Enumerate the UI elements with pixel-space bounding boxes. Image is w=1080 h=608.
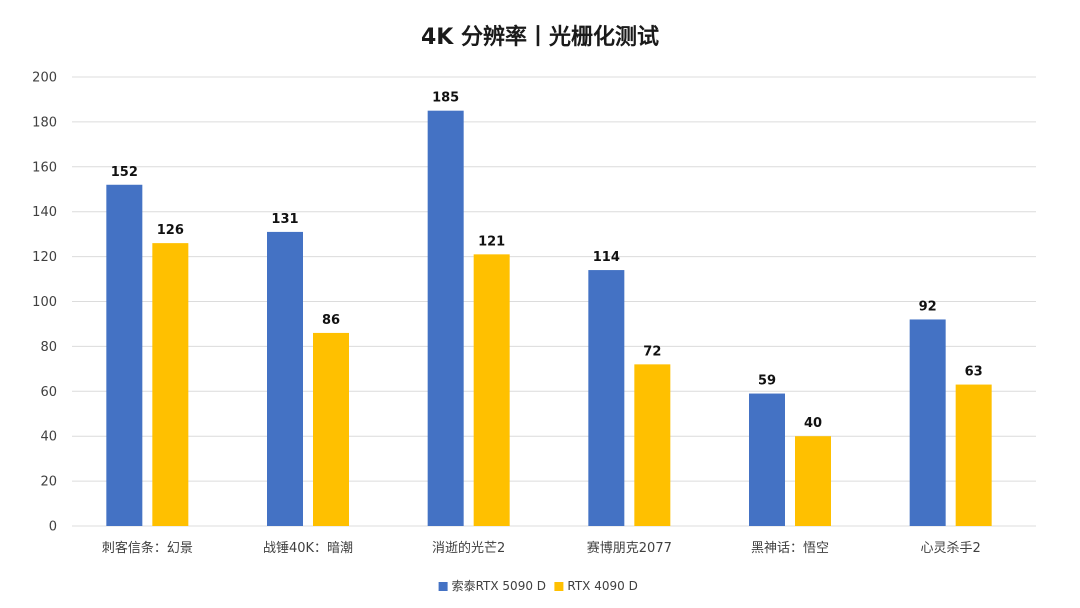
- x-category-label: 刺客信条：幻景: [102, 540, 193, 556]
- x-category-label: 消逝的光芒2: [432, 540, 505, 556]
- bar-series-2: [152, 243, 189, 526]
- data-label: 126: [157, 223, 184, 238]
- legend-swatch-2: [554, 582, 564, 591]
- legend-label-2: RTX 4090 D: [567, 579, 637, 593]
- legend-label-1: 索泰RTX 5090 D: [452, 579, 546, 593]
- y-tick-label: 40: [40, 430, 57, 445]
- bar-series-2: [313, 332, 349, 526]
- y-tick-label: 120: [32, 250, 57, 265]
- y-tick-label: 200: [32, 71, 57, 86]
- y-tick-label: 180: [32, 115, 57, 130]
- x-category-label: 赛博朋克2077: [587, 540, 672, 556]
- data-label: 152: [111, 165, 138, 180]
- bar-series-1: [106, 184, 143, 526]
- x-category-label: 心灵杀手2: [921, 541, 981, 556]
- data-label: 131: [271, 212, 298, 227]
- bar-series-1: [909, 319, 946, 526]
- x-category-label: 黑神话：悟空: [751, 541, 829, 556]
- data-label: 59: [758, 374, 776, 389]
- y-tick-label: 140: [32, 205, 57, 220]
- data-label: 72: [643, 344, 661, 359]
- chart-title: 4K 分辨率丨光栅化测试: [421, 24, 659, 50]
- y-tick-label: 0: [49, 520, 57, 535]
- legend: 索泰RTX 5090 D RTX 4090 D: [438, 579, 638, 593]
- bar-series-1: [267, 231, 303, 526]
- data-label: 40: [804, 416, 822, 431]
- data-label: 63: [965, 365, 983, 380]
- bar-series-2: [634, 364, 671, 526]
- data-label: 121: [478, 234, 505, 249]
- bar-series-1: [427, 110, 464, 527]
- legend-swatch-1: [438, 582, 448, 591]
- data-labels: 152 126 131 86 185 121 114 72 59 40 92 63: [111, 91, 983, 432]
- data-label: 114: [593, 250, 620, 265]
- x-category-label: 战锤40K：暗潮: [263, 541, 353, 556]
- bar-series-1: [588, 270, 625, 526]
- y-tick-label: 60: [40, 385, 57, 400]
- bar-series-2: [473, 254, 510, 527]
- y-tick-label: 100: [32, 295, 57, 310]
- y-axis-ticks: 0 20 40 60 80 100 120 140 160 180 200: [32, 71, 57, 535]
- data-label: 92: [919, 299, 937, 314]
- data-label: 86: [322, 313, 340, 328]
- y-tick-label: 20: [40, 475, 57, 490]
- data-label: 185: [432, 91, 459, 106]
- bar-series-2: [955, 384, 992, 526]
- gridlines: [72, 76, 1036, 527]
- y-tick-label: 80: [40, 340, 57, 355]
- x-axis-categories: 刺客信条：幻景 战锤40K：暗潮 消逝的光芒2 赛博朋克2077 黑神话：悟空 心灵杀手2: [102, 540, 981, 556]
- bar-series-2: [795, 436, 831, 526]
- bars: [106, 110, 992, 527]
- y-tick-label: 160: [32, 160, 57, 175]
- bar-series-1: [749, 393, 785, 526]
